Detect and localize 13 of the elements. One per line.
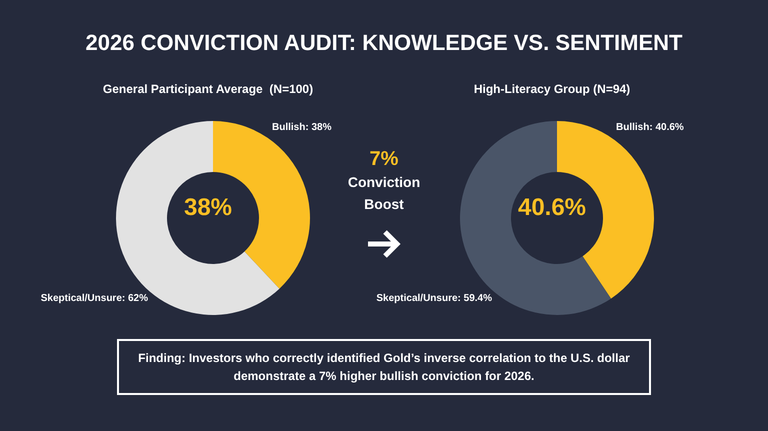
text: 38%: [182, 194, 234, 222]
text: Conviction Boost: [346, 173, 422, 214]
text: 40.6%: [516, 194, 588, 222]
text: 2026 CONVICTION AUDIT: KNOWLEDGE VS. SENTIMENT: [84, 30, 684, 56]
chart-title: High-Literacy Group (N=94): [472, 82, 632, 96]
text: Finding: Investors who correctly identified Gold’s inverse correlation to the U.S. dollar demonstrate a 7% higher bullish conviction for 2026.: [137, 350, 631, 385]
donut-slice: [460, 121, 612, 315]
text: 7%: [368, 148, 400, 171]
slice-label: Skeptical/Unsure: 62%: [40, 293, 148, 304]
slice-label: Bullish: 40.6%: [616, 122, 684, 133]
slice-label: Bullish: 38%: [272, 122, 332, 133]
chart-title: General Participant Average (N=100): [102, 82, 314, 96]
slice-label: Skeptical/Unsure: 59.4%: [376, 293, 492, 304]
